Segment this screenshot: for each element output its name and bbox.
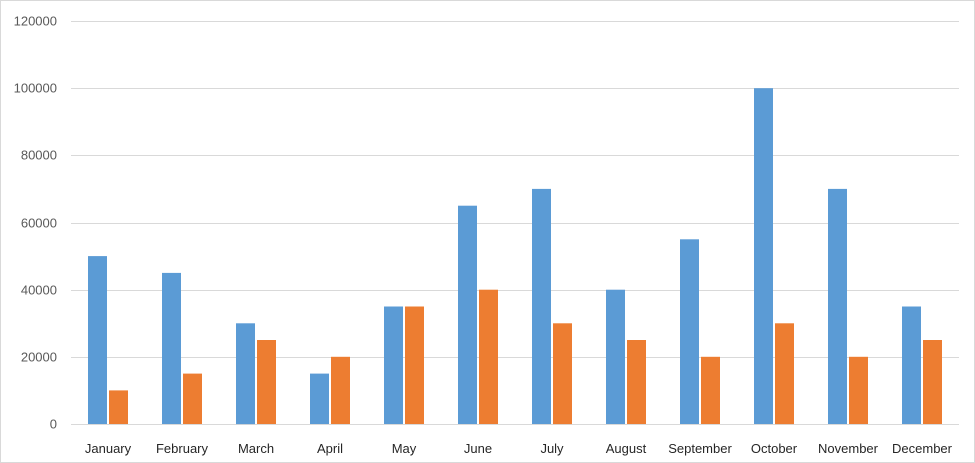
y-tick-label: 20000 [21,350,57,365]
x-tick-label-december: December [892,441,953,456]
bar-february-series-1 [162,272,181,424]
bar-november-series-1 [828,188,847,424]
x-tick-label-may: May [392,441,417,456]
bar-may-series-1 [384,306,403,424]
y-tick-label: 80000 [21,148,57,163]
x-tick-label-august: August [606,441,647,456]
bar-october-series-1 [754,88,773,424]
bar-june-series-2 [479,289,498,424]
y-tick-label: 60000 [21,216,57,231]
bar-april-series-1 [310,373,329,424]
bar-november-series-2 [849,356,868,424]
y-tick-label: 40000 [21,283,57,298]
bar-march-series-2 [257,340,276,424]
x-tick-label-november: November [818,441,879,456]
y-tick-label: 100000 [14,81,57,96]
bar-october-series-2 [775,323,794,425]
x-tick-label-june: June [464,441,492,456]
bar-january-series-1 [88,256,107,424]
bar-september-series-1 [680,239,699,424]
x-tick-label-july: July [540,441,564,456]
bar-september-series-2 [701,356,720,424]
y-tick-label: 120000 [14,14,57,29]
x-tick-label-march: March [238,441,274,456]
x-tick-label-october: October [751,441,798,456]
bar-august-series-1 [606,289,625,424]
bars [88,88,942,425]
x-tick-label-february: February [156,441,209,456]
x-tick-label-january: January [85,441,132,456]
bar-december-series-2 [923,340,942,424]
x-tick-label-september: September [668,441,732,456]
bar-july-series-1 [532,188,551,424]
bar-january-series-2 [109,390,128,424]
bar-april-series-2 [331,356,350,424]
bar-july-series-2 [553,323,572,425]
bar-march-series-1 [236,323,255,425]
bar-june-series-1 [458,205,477,424]
y-axis-ticks: 0 20000 40000 60000 80000 100000 120000 [14,14,57,432]
bar-may-series-2 [405,306,424,424]
x-axis-labels: January February March April May June July Augu… [85,441,953,456]
bar-december-series-1 [902,306,921,424]
gridlines [71,21,959,425]
bar-february-series-2 [183,373,202,424]
x-tick-label-april: April [317,441,343,456]
bar-august-series-2 [627,340,646,424]
y-tick-label: 0 [50,417,57,432]
